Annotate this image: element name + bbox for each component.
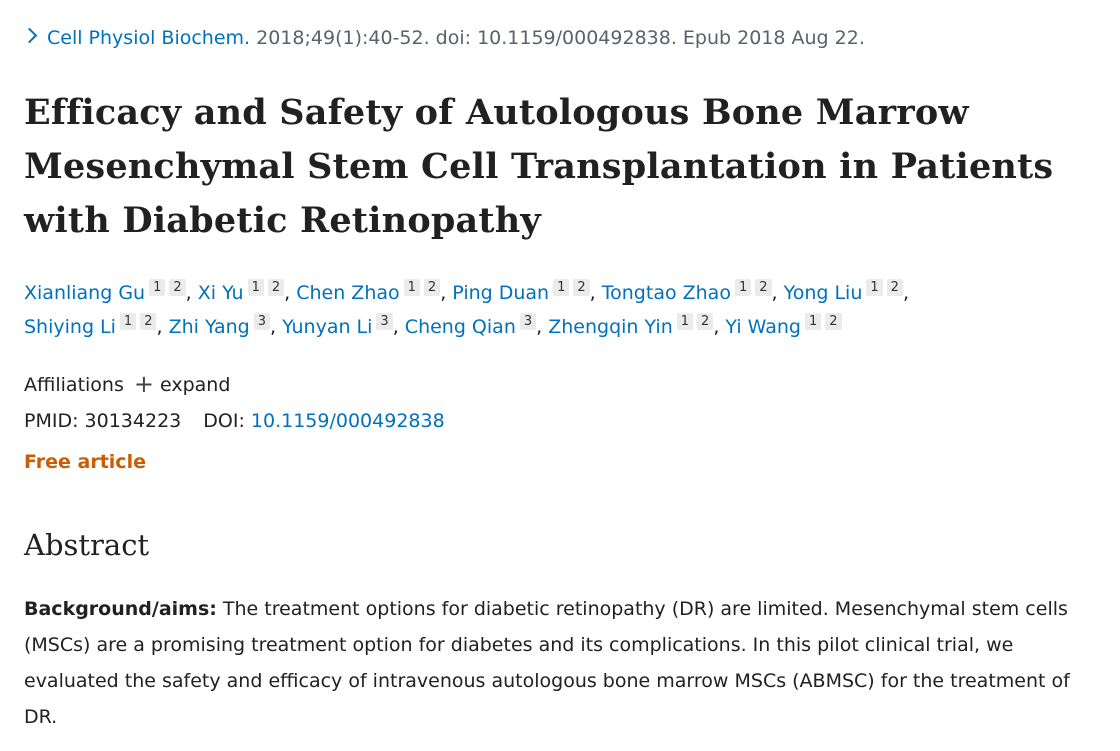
affiliation-ref[interactable]: 2 — [825, 313, 842, 330]
affiliation-ref[interactable]: 1 — [866, 279, 883, 296]
background-text: The treatment options for diabetic retin… — [24, 598, 1070, 728]
expand-affiliations-button[interactable]: + expand — [124, 370, 231, 398]
identifiers: PMID: 30134223 DOI: 10.1159/000492838 — [24, 410, 445, 432]
authors-list: Xianliang Gu 1 2, Xi Yu 1 2, Chen Zhao 1 2, Pi… — [24, 276, 1094, 344]
abstract-heading: Abstract — [24, 528, 150, 562]
author-item: Tongtao Zhao 1 2, — [601, 279, 784, 304]
author-link[interactable]: Xianliang Gu — [24, 282, 146, 304]
affiliation-ref[interactable]: 2 — [423, 279, 441, 296]
affiliation-ref[interactable]: 3 — [376, 313, 393, 330]
affiliations-row: Affiliations + expand — [24, 369, 231, 398]
expand-label: expand — [159, 374, 231, 396]
affiliation-ref[interactable]: 1 — [403, 279, 420, 296]
author-link[interactable]: Cheng Qian — [404, 316, 516, 338]
affiliation-ref[interactable]: 1 — [119, 313, 137, 330]
author-link[interactable]: Yi Wang — [725, 316, 801, 338]
affiliation-ref[interactable]: 1 — [247, 279, 264, 296]
author-item: Zhengqin Yin 1 2, — [548, 313, 726, 338]
affiliation-ref[interactable]: 1 — [553, 279, 570, 296]
author-item: Xi Yu 1 2, — [197, 279, 297, 304]
author-item: Chen Zhao 1 2, — [296, 279, 453, 304]
author-link[interactable]: Yong Liu — [783, 282, 863, 304]
pmid-label: PMID: — [24, 410, 79, 432]
author-item: Yong Liu 1 2, — [783, 279, 909, 304]
author-link[interactable]: Xi Yu — [197, 282, 244, 304]
affiliation-ref[interactable]: 2 — [140, 313, 157, 330]
plus-icon: + — [133, 370, 154, 398]
pmid-value: 30134223 — [84, 410, 182, 432]
author-item: Shiying Li 1 2, — [24, 313, 169, 338]
journal-link[interactable]: Cell Physiol Biochem. — [47, 27, 251, 49]
author-link[interactable]: Zhengqin Yin — [548, 316, 673, 338]
author-item: Yi Wang 1 2 — [725, 313, 842, 338]
background-label: Background/aims: — [24, 598, 217, 620]
affiliation-ref[interactable]: 2 — [169, 279, 186, 296]
free-article-badge: Free article — [24, 451, 146, 473]
affiliation-ref[interactable]: 2 — [697, 313, 714, 330]
author-link[interactable]: Ping Duan — [452, 282, 550, 304]
author-link[interactable]: Shiying Li — [24, 316, 116, 338]
doi-link[interactable]: 10.1159/000492838 — [250, 410, 445, 432]
abstract-background: Background/aims: The treatment options f… — [24, 591, 1084, 735]
citation-details: 2018;49(1):40-52. doi: 10.1159/000492838… — [250, 27, 865, 49]
author-item: Zhi Yang 3, — [168, 313, 283, 338]
affiliation-ref[interactable]: 3 — [253, 313, 270, 330]
author-item: Xianliang Gu 1 2, — [24, 279, 198, 304]
author-item: Yunyan Li 3, — [282, 313, 405, 338]
author-link[interactable]: Yunyan Li — [282, 316, 373, 338]
affiliation-ref[interactable]: 2 — [573, 279, 590, 296]
author-item: Cheng Qian 3, — [404, 313, 549, 338]
affiliation-ref[interactable]: 1 — [676, 313, 694, 330]
author-item: Ping Duan 1 2, — [452, 279, 602, 304]
affiliation-ref[interactable]: 3 — [519, 313, 537, 330]
affiliation-ref[interactable]: 2 — [267, 279, 285, 296]
chevron-right-icon[interactable] — [21, 27, 38, 44]
affiliation-ref[interactable]: 2 — [755, 279, 772, 296]
affiliations-label: Affiliations — [24, 374, 124, 396]
affiliation-ref[interactable]: 1 — [805, 313, 822, 330]
author-link[interactable]: Tongtao Zhao — [601, 282, 731, 304]
affiliation-ref[interactable]: 1 — [149, 279, 166, 296]
doi-label: DOI: — [203, 410, 245, 432]
author-link[interactable]: Chen Zhao — [296, 282, 400, 304]
author-link[interactable]: Zhi Yang — [168, 316, 250, 338]
affiliation-ref[interactable]: 1 — [734, 279, 752, 296]
affiliation-ref[interactable]: 2 — [886, 279, 903, 296]
article-title: Efficacy and Safety of Autologous Bone M… — [24, 92, 1054, 241]
citation: Cell Physiol Biochem. 2018;49(1):40-52. … — [21, 27, 865, 49]
